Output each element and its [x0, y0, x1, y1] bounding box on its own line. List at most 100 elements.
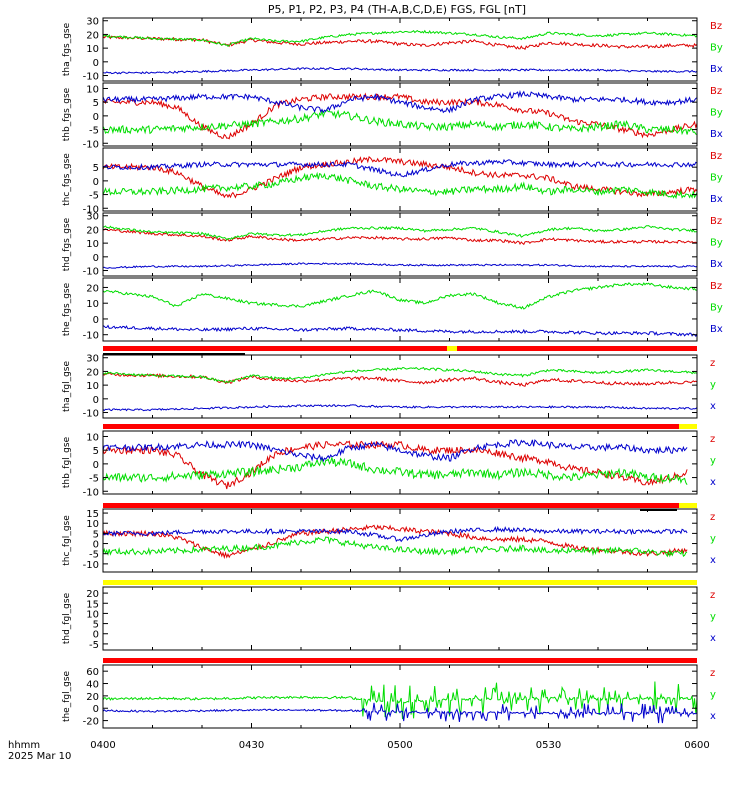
- y-tick-label: -10: [83, 204, 99, 215]
- panel-frame: [102, 354, 698, 419]
- panel-frame: [102, 17, 698, 82]
- y-tick-label: -5: [89, 550, 99, 561]
- y-axis-label: thc_fgl_gse: [62, 515, 72, 566]
- y-tick-label: -20: [83, 717, 99, 728]
- y-tick-label: 5: [93, 446, 99, 457]
- y-tick-label: 10: [86, 609, 99, 620]
- y-tick-label: 10: [86, 299, 99, 310]
- legend-Bz: Bz: [710, 151, 722, 162]
- y-tick-label: -10: [83, 409, 99, 420]
- y-tick-label: 0: [93, 315, 99, 326]
- y-axis-label: tha_fgl_gse: [62, 361, 72, 413]
- legend-z: z: [710, 668, 715, 679]
- panel-frame: [102, 664, 698, 729]
- y-tick-label: 40: [86, 680, 99, 691]
- y-tick-label: 0: [93, 704, 99, 715]
- legend-By: By: [710, 238, 723, 249]
- panel-frame: [102, 508, 698, 573]
- y-tick-label: 30: [86, 354, 99, 365]
- series-the_fgs_gse-Bx: [103, 324, 697, 338]
- legend-x: x: [710, 401, 716, 412]
- y-tick-label: 10: [86, 44, 99, 55]
- legend-By: By: [710, 108, 723, 119]
- legend-By: By: [710, 43, 723, 54]
- x-tick-label: 0600: [684, 740, 709, 751]
- series-thc_fgl_gse-y: [103, 536, 688, 558]
- series-thb_fgl_gse-x: [103, 439, 688, 463]
- legend-By: By: [710, 303, 723, 314]
- y-tick-label: -10: [83, 487, 99, 498]
- series-tha_fgl_gse-y: [103, 366, 697, 383]
- series-the_fgl_gse-y: [103, 681, 697, 720]
- y-tick-label: 15: [86, 509, 99, 520]
- y-tick-label: -10: [83, 267, 99, 278]
- y-tick-label: 5: [93, 529, 99, 540]
- y-tick-label: 20: [86, 367, 99, 378]
- legend-y: y: [710, 380, 716, 391]
- y-tick-label: 30: [86, 17, 99, 28]
- y-tick-label: 30: [86, 212, 99, 223]
- plot-title: P5, P1, P2, P3, P4 (TH-A,B,C,D,E) FGS, F…: [268, 3, 526, 16]
- y-tick-label: 0: [93, 253, 99, 264]
- y-tick-label: 5: [93, 620, 99, 631]
- panel-thd_fgs_gse: 30 20 10 0 -10 thd_fgs_gse Bz By Bx: [62, 212, 723, 278]
- series-thc_fgl_gse-x: [103, 525, 688, 543]
- y-axis-label: thd_fgl_gse: [62, 592, 72, 644]
- y-tick-label: 60: [86, 667, 99, 678]
- state-bars: [103, 346, 697, 663]
- y-axis-label: tha_fgs_gse: [62, 22, 72, 76]
- y-tick-label: 0: [93, 630, 99, 641]
- series-thd_fgs_gse-By: [103, 225, 697, 241]
- series-thc_fgs_gse-By: [103, 171, 697, 200]
- y-axis-label: thb_fgs_gse: [62, 87, 72, 141]
- y-tick-label: -5: [89, 126, 99, 137]
- legend-By: By: [710, 173, 723, 184]
- legend-y: y: [710, 690, 716, 701]
- panel-thb_fgl_gse: 10 5 0 -5 -10 thb_fgl_gse zyx: [62, 430, 716, 498]
- series-tha_fgl_gse-z: [103, 372, 697, 387]
- y-axis-label: thb_fgl_gse: [62, 436, 72, 488]
- y-tick-label: 5: [93, 163, 99, 174]
- series-the_fgl_gse-x: [103, 702, 697, 724]
- state-bar-thb-fgl-yellow: [679, 503, 697, 508]
- y-tick-label: 20: [86, 225, 99, 236]
- y-tick-label: -10: [83, 72, 99, 83]
- legend-x: x: [710, 711, 716, 722]
- series-tha_fgl_gse-x: [103, 404, 697, 412]
- series-thc_fgs_gse-Bz: [103, 156, 697, 199]
- legend-x: x: [710, 477, 716, 488]
- y-tick-label: 10: [86, 84, 99, 95]
- panel-frame: [102, 430, 698, 495]
- panel-the_fgs_gse: 20 10 0 -10 the_fgs_gse Bz By Bx: [62, 277, 723, 342]
- y-tick-label: 20: [86, 283, 99, 294]
- panel-thc_fgs_gse: 5 0 -5 -10 thc_fgs_gse Bz By Bx: [62, 147, 723, 215]
- legend-Bx: Bx: [710, 129, 723, 140]
- y-tick-label: 10: [86, 381, 99, 392]
- y-tick-label: 0: [93, 58, 99, 69]
- legend-y: y: [710, 534, 716, 545]
- legend-z: z: [710, 512, 715, 523]
- legend-Bx: Bx: [710, 64, 723, 75]
- y-tick-label: 20: [86, 30, 99, 41]
- y-tick-label: 20: [86, 589, 99, 600]
- panel-frame: [102, 82, 698, 147]
- x-tick-label: 0430: [239, 740, 264, 751]
- legend-y: y: [710, 612, 716, 623]
- y-tick-label: 10: [86, 519, 99, 530]
- y-tick-label: 15: [86, 599, 99, 610]
- y-tick-label: 10: [86, 432, 99, 443]
- series-thb_fgs_gse-By: [103, 108, 697, 136]
- state-bar-thb-fgl-black: [640, 509, 677, 511]
- y-tick-label: 10: [86, 239, 99, 250]
- time-label: hhmm: [8, 740, 40, 751]
- state-bar-tha-fgl-yellow: [679, 424, 697, 429]
- series-thc_fgs_gse-Bx: [103, 158, 697, 178]
- y-tick-label: -5: [89, 640, 99, 651]
- state-bar-the-fgs-marker: [447, 346, 457, 351]
- state-bar-thb-fgl: [103, 503, 679, 508]
- legend-z: z: [710, 434, 715, 445]
- state-bar-thd-fgl: [103, 658, 697, 663]
